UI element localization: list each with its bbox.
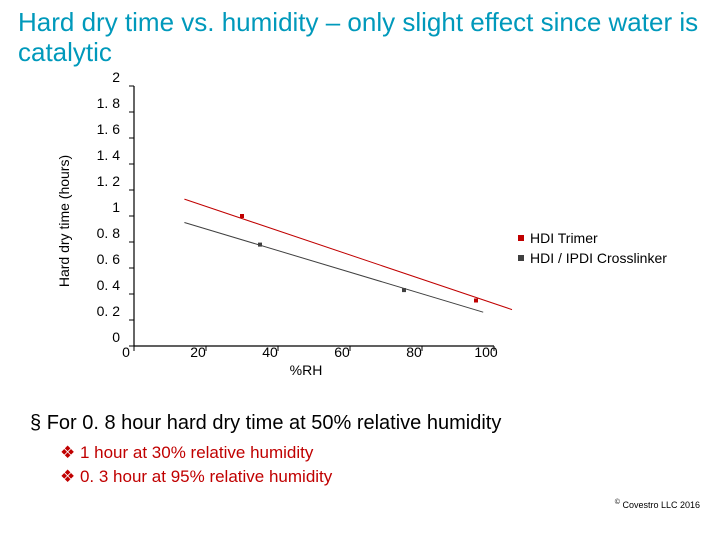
legend-item: HDI / IPDI Crosslinker — [518, 250, 667, 266]
legend-label: HDI Trimer — [530, 230, 598, 246]
x-tick-label: 100 — [474, 344, 497, 360]
bullet-level2: 1 hour at 30% relative humidity — [60, 443, 702, 463]
y-tick-label: 0. 8 — [86, 225, 120, 241]
y-axis-label: Hard dry time (hours) — [56, 155, 72, 287]
x-tick-label: 40 — [262, 344, 278, 360]
y-tick-label: 1. 2 — [86, 173, 120, 189]
slide-title: Hard dry time vs. humidity – only slight… — [18, 8, 702, 68]
x-tick-label: 0 — [122, 344, 130, 360]
bullets: For 0. 8 hour hard dry time at 50% relat… — [18, 412, 702, 487]
copyright-text: Covestro LLC 2016 — [620, 500, 700, 510]
plot-svg — [126, 78, 526, 383]
y-tick-label: 2 — [86, 69, 120, 85]
y-tick-label: 1. 6 — [86, 121, 120, 137]
y-tick-label: 1 — [86, 199, 120, 215]
legend-item: HDI Trimer — [518, 230, 667, 246]
y-tick-label: 0. 4 — [86, 277, 120, 293]
legend: HDI Trimer HDI / IPDI Crosslinker — [518, 230, 667, 270]
y-tick-label: 0 — [86, 329, 120, 345]
y-tick-label: 0. 2 — [86, 303, 120, 319]
chart: Hard dry time (hours) HDI Trimer HDI / IP… — [58, 70, 698, 400]
footer-copyright: © Covestro LLC 2016 — [615, 499, 700, 510]
legend-label: HDI / IPDI Crosslinker — [530, 250, 667, 266]
legend-marker — [518, 255, 524, 261]
bullet-level1: For 0. 8 hour hard dry time at 50% relat… — [30, 412, 702, 435]
y-tick-label: 0. 6 — [86, 251, 120, 267]
x-tick-label: 60 — [334, 344, 350, 360]
bullet-level2: 0. 3 hour at 95% relative humidity — [60, 467, 702, 487]
x-tick-label: 20 — [190, 344, 206, 360]
y-tick-label: 1. 8 — [86, 95, 120, 111]
y-tick-label: 1. 4 — [86, 147, 120, 163]
legend-marker — [518, 235, 524, 241]
x-axis-label: %RH — [290, 362, 323, 378]
x-tick-label: 80 — [406, 344, 422, 360]
